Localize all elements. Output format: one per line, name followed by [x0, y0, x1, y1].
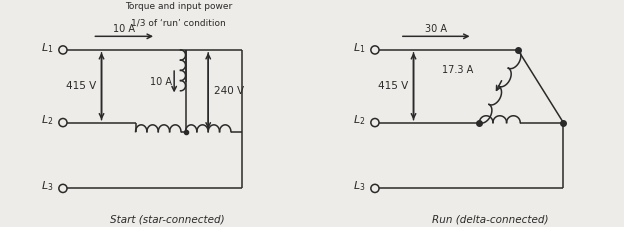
Text: 415 V: 415 V: [378, 81, 408, 91]
Text: 17.3 A: 17.3 A: [442, 65, 474, 75]
Text: 30 A: 30 A: [425, 24, 447, 34]
Text: $L_1$: $L_1$: [353, 41, 365, 54]
Text: $L_2$: $L_2$: [41, 114, 53, 127]
Text: $L_1$: $L_1$: [41, 41, 53, 54]
Text: Torque and input power: Torque and input power: [125, 2, 232, 11]
Text: $L_3$: $L_3$: [41, 179, 53, 193]
Text: 10 A: 10 A: [150, 77, 172, 87]
Text: Start (star-connected): Start (star-connected): [110, 215, 225, 225]
Text: 415 V: 415 V: [66, 81, 96, 91]
Text: 10 A: 10 A: [113, 24, 135, 34]
Text: Run (delta-connected): Run (delta-connected): [432, 215, 549, 225]
Text: 240 V: 240 V: [213, 86, 244, 96]
Text: 1/3 of ‘run’ condition: 1/3 of ‘run’ condition: [131, 18, 226, 27]
Text: $L_2$: $L_2$: [353, 114, 365, 127]
Text: $L_3$: $L_3$: [353, 179, 365, 193]
